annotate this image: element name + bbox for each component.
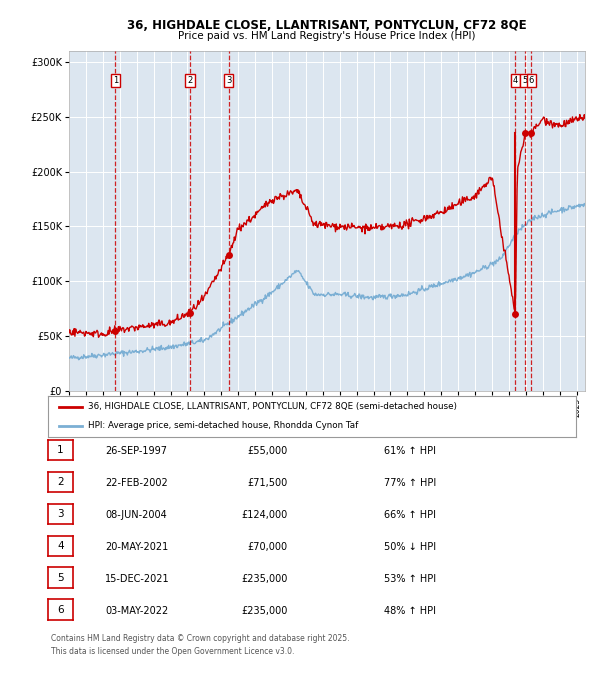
Text: 03-MAY-2022: 03-MAY-2022 [105, 606, 168, 616]
Text: 5: 5 [523, 76, 528, 85]
Text: £124,000: £124,000 [242, 510, 288, 520]
Text: 36, HIGHDALE CLOSE, LLANTRISANT, PONTYCLUN, CF72 8QE (semi-detached house): 36, HIGHDALE CLOSE, LLANTRISANT, PONTYCL… [88, 403, 457, 411]
Text: Contains HM Land Registry data © Crown copyright and database right 2025.: Contains HM Land Registry data © Crown c… [51, 634, 349, 643]
Text: 26-SEP-1997: 26-SEP-1997 [105, 446, 167, 456]
Text: £70,000: £70,000 [248, 542, 288, 552]
Text: 6: 6 [57, 605, 64, 615]
Text: 3: 3 [57, 509, 64, 519]
Text: 3: 3 [226, 76, 232, 85]
Text: 1: 1 [113, 76, 118, 85]
Text: Price paid vs. HM Land Registry's House Price Index (HPI): Price paid vs. HM Land Registry's House … [178, 31, 476, 41]
Text: 20-MAY-2021: 20-MAY-2021 [105, 542, 168, 552]
Text: £71,500: £71,500 [248, 478, 288, 488]
Text: £55,000: £55,000 [248, 446, 288, 456]
Text: 4: 4 [57, 541, 64, 551]
Text: 2: 2 [187, 76, 193, 85]
Text: 6: 6 [529, 76, 534, 85]
Text: 53% ↑ HPI: 53% ↑ HPI [384, 574, 436, 584]
Text: 61% ↑ HPI: 61% ↑ HPI [384, 446, 436, 456]
Text: This data is licensed under the Open Government Licence v3.0.: This data is licensed under the Open Gov… [51, 647, 295, 656]
Text: 5: 5 [57, 573, 64, 583]
Text: HPI: Average price, semi-detached house, Rhondda Cynon Taf: HPI: Average price, semi-detached house,… [88, 421, 358, 430]
Text: 4: 4 [512, 76, 518, 85]
Text: 77% ↑ HPI: 77% ↑ HPI [384, 478, 436, 488]
Text: 66% ↑ HPI: 66% ↑ HPI [384, 510, 436, 520]
Text: 2: 2 [57, 477, 64, 487]
Text: 15-DEC-2021: 15-DEC-2021 [105, 574, 170, 584]
Text: 36, HIGHDALE CLOSE, LLANTRISANT, PONTYCLUN, CF72 8QE: 36, HIGHDALE CLOSE, LLANTRISANT, PONTYCL… [127, 19, 527, 32]
Text: 1: 1 [57, 445, 64, 455]
Text: 48% ↑ HPI: 48% ↑ HPI [384, 606, 436, 616]
Text: 22-FEB-2002: 22-FEB-2002 [105, 478, 168, 488]
Text: £235,000: £235,000 [242, 606, 288, 616]
Text: 08-JUN-2004: 08-JUN-2004 [105, 510, 167, 520]
Text: 50% ↓ HPI: 50% ↓ HPI [384, 542, 436, 552]
Text: £235,000: £235,000 [242, 574, 288, 584]
